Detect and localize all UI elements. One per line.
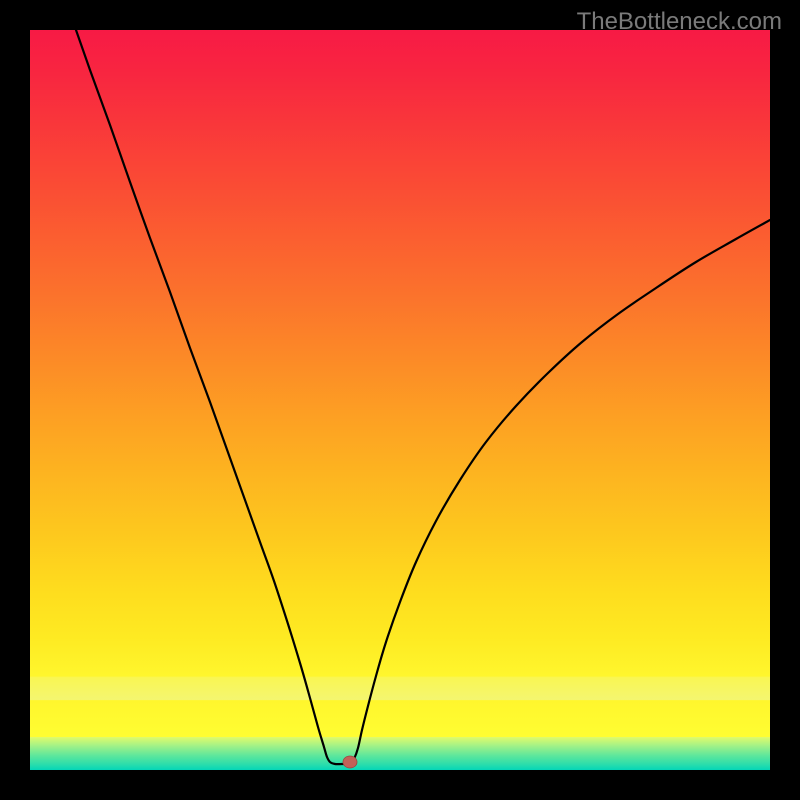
bottleneck-marker xyxy=(343,756,357,768)
chart-plot-area xyxy=(30,30,770,770)
curve-right-branch xyxy=(350,220,770,764)
bottleneck-curve xyxy=(30,30,770,770)
curve-left-branch xyxy=(76,30,350,764)
watermark-text: TheBottleneck.com xyxy=(577,8,782,36)
